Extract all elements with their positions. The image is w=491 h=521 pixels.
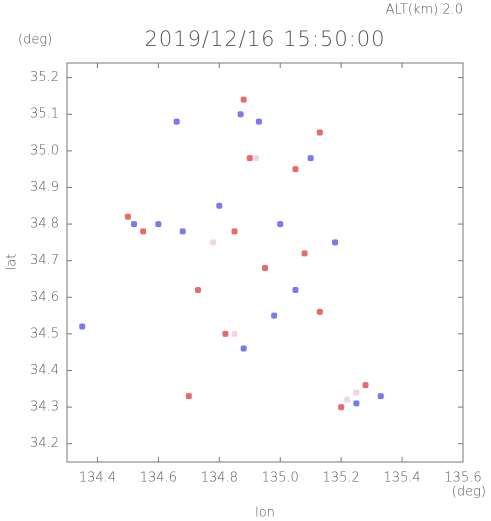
radar-echo (155, 221, 162, 228)
radar-echo (79, 323, 86, 330)
radar-echo (292, 286, 299, 293)
radar-echo (216, 202, 223, 209)
radar-echo (240, 96, 247, 103)
radar-echo (237, 111, 244, 118)
x-tick-label: 135.2 (323, 471, 360, 486)
radar-echo (338, 404, 345, 411)
radar-echo (185, 393, 192, 400)
x-tick-label: 135.0 (262, 471, 299, 486)
y-axis-label: lat (5, 254, 20, 271)
radar-echo (362, 382, 369, 389)
x-tick-label: 134.6 (140, 471, 177, 486)
radar-echo (332, 239, 339, 246)
x-tick-label: 135.4 (383, 471, 420, 486)
y-tick-label: 34.8 (30, 217, 59, 232)
radar-echo (252, 155, 259, 162)
radar-echo (307, 155, 314, 162)
x-tick-label: 135.6 (444, 471, 481, 486)
y-tick-label: 34.5 (30, 326, 59, 341)
radar-echo (377, 393, 384, 400)
y-unit: (deg) (18, 33, 52, 48)
chart-title: 2019/12/16 15:50:00 (144, 27, 385, 51)
radar-echo (222, 330, 229, 337)
y-tick-label: 34.4 (30, 363, 59, 378)
y-tick-label: 35.2 (30, 70, 59, 85)
radar-echo (140, 228, 147, 235)
radar-echo (292, 166, 299, 173)
radar-echo (210, 239, 217, 246)
radar-echo (194, 286, 201, 293)
y-tick-label: 34.3 (30, 400, 59, 415)
radar-echo (301, 250, 308, 257)
y-tick-label: 34.9 (30, 180, 59, 195)
radar-echo (262, 264, 268, 271)
radar-echo (255, 118, 262, 125)
radar-echo (124, 213, 131, 220)
radar-echo (231, 330, 238, 337)
plot-frame (66, 62, 464, 463)
radar-echo (353, 400, 360, 407)
radar-echo (240, 345, 247, 352)
radar-echo (231, 228, 238, 235)
radar-echo (316, 129, 323, 136)
x-unit: (deg) (452, 485, 486, 500)
radar-echo (344, 396, 351, 403)
y-tick-label: 34.6 (30, 290, 59, 305)
x-axis-label: lon (255, 506, 275, 521)
y-tick-label: 35.1 (30, 107, 59, 122)
radar-echo (246, 155, 253, 162)
radar-echo (277, 221, 284, 228)
radar-echo (353, 389, 360, 396)
y-tick-label: 34.2 (30, 436, 59, 451)
radar-echo (173, 118, 180, 125)
x-tick-label: 134.8 (201, 471, 238, 486)
subtitle: ALT(km) 2.0 (386, 3, 463, 18)
radar-echo (316, 308, 323, 315)
radar-echo (131, 221, 138, 228)
radar-echo (271, 312, 278, 319)
y-tick-label: 34.7 (30, 253, 59, 268)
x-tick-label: 134.4 (79, 471, 116, 486)
radar-echo (179, 228, 186, 235)
y-tick-label: 35.0 (30, 143, 59, 158)
